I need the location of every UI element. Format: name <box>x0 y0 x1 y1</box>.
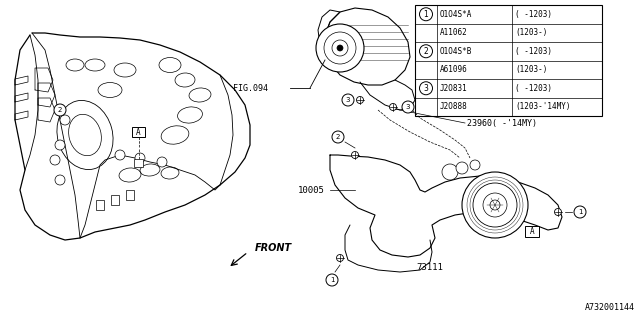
Circle shape <box>115 150 125 160</box>
Text: 1: 1 <box>330 277 334 283</box>
Text: ( -1203): ( -1203) <box>515 10 552 19</box>
Circle shape <box>442 164 458 180</box>
Text: (1203-): (1203-) <box>515 28 547 37</box>
Bar <box>415 5 602 116</box>
Bar <box>126 190 134 200</box>
Bar <box>132 127 145 137</box>
Text: 23960( -'14MY): 23960( -'14MY) <box>467 118 537 127</box>
Text: A61096: A61096 <box>440 65 468 74</box>
Circle shape <box>574 206 586 218</box>
Bar <box>525 226 539 237</box>
Text: 73111: 73111 <box>417 263 444 273</box>
Circle shape <box>316 24 364 72</box>
Polygon shape <box>360 80 415 110</box>
Circle shape <box>470 160 480 170</box>
Circle shape <box>326 274 338 286</box>
Polygon shape <box>345 225 432 272</box>
Circle shape <box>419 45 433 58</box>
Polygon shape <box>330 155 562 257</box>
Text: A: A <box>530 227 534 236</box>
Circle shape <box>554 209 561 215</box>
Text: J2O831: J2O831 <box>440 84 468 93</box>
Text: A11062: A11062 <box>440 28 468 37</box>
Text: O1O4S*B: O1O4S*B <box>440 47 472 56</box>
Bar <box>134 159 143 167</box>
Text: O1O4S*A: O1O4S*A <box>440 10 472 19</box>
Text: A: A <box>136 127 141 137</box>
Text: 1: 1 <box>578 209 582 215</box>
Circle shape <box>54 104 66 116</box>
Circle shape <box>419 8 433 21</box>
Circle shape <box>135 153 145 163</box>
Text: FIG.094: FIG.094 <box>233 84 268 92</box>
Text: (1203-'14MY): (1203-'14MY) <box>515 102 570 111</box>
Circle shape <box>337 45 343 51</box>
Circle shape <box>50 155 60 165</box>
Text: 1: 1 <box>424 10 428 19</box>
Text: 2: 2 <box>336 134 340 140</box>
Circle shape <box>337 254 344 261</box>
Circle shape <box>456 162 468 174</box>
Circle shape <box>390 103 397 110</box>
Text: 2: 2 <box>424 47 428 56</box>
Text: FRONT: FRONT <box>255 243 292 253</box>
Circle shape <box>157 157 167 167</box>
Circle shape <box>356 97 364 103</box>
Circle shape <box>402 101 414 113</box>
Text: 3: 3 <box>424 84 428 93</box>
Text: 10005: 10005 <box>298 186 325 195</box>
Circle shape <box>351 151 358 158</box>
Text: J2O888: J2O888 <box>440 102 468 111</box>
Circle shape <box>332 131 344 143</box>
Text: 2: 2 <box>58 107 62 113</box>
Circle shape <box>60 115 70 125</box>
Bar <box>96 200 104 210</box>
Circle shape <box>55 140 65 150</box>
Text: ( -1203): ( -1203) <box>515 84 552 93</box>
Text: ( -1203): ( -1203) <box>515 47 552 56</box>
Circle shape <box>55 175 65 185</box>
Text: 3: 3 <box>406 104 410 110</box>
Polygon shape <box>325 8 410 85</box>
Circle shape <box>342 94 354 106</box>
Text: A732001144: A732001144 <box>585 303 635 312</box>
Text: 3: 3 <box>346 97 350 103</box>
Text: (1203-): (1203-) <box>515 65 547 74</box>
Circle shape <box>419 82 433 95</box>
Bar <box>111 195 119 205</box>
Circle shape <box>462 172 528 238</box>
Circle shape <box>490 200 500 210</box>
